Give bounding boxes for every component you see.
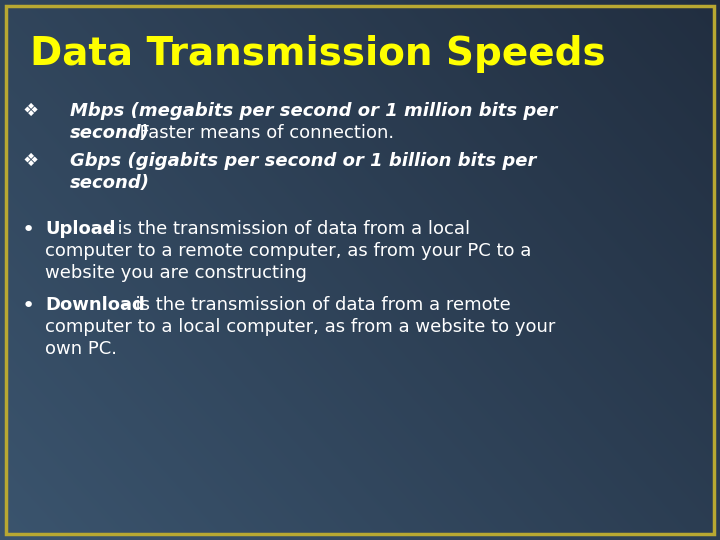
Text: •: • [22, 296, 35, 316]
Text: Download: Download [45, 296, 145, 314]
Text: Gbps (gigabits per second or 1 billion bits per: Gbps (gigabits per second or 1 billion b… [70, 152, 536, 170]
Text: •: • [22, 220, 35, 240]
Text: website you are constructing: website you are constructing [45, 264, 307, 282]
Text: Data Transmission Speeds: Data Transmission Speeds [30, 35, 606, 73]
Text: computer to a local computer, as from a website to your: computer to a local computer, as from a … [45, 318, 555, 336]
Text: – is the transmission of data from a remote: – is the transmission of data from a rem… [115, 296, 510, 314]
Text: computer to a remote computer, as from your PC to a: computer to a remote computer, as from y… [45, 242, 531, 260]
Text: ❖: ❖ [22, 102, 38, 120]
Text: ❖: ❖ [22, 152, 38, 170]
Text: Mbps (megabits per second or 1 million bits per: Mbps (megabits per second or 1 million b… [70, 102, 557, 120]
Text: second): second) [70, 124, 150, 142]
Text: Faster means of connection.: Faster means of connection. [128, 124, 394, 142]
Text: own PC.: own PC. [45, 340, 117, 358]
Text: second): second) [70, 174, 150, 192]
Text: Upload: Upload [45, 220, 115, 238]
Text: – is the transmission of data from a local: – is the transmission of data from a loc… [97, 220, 470, 238]
